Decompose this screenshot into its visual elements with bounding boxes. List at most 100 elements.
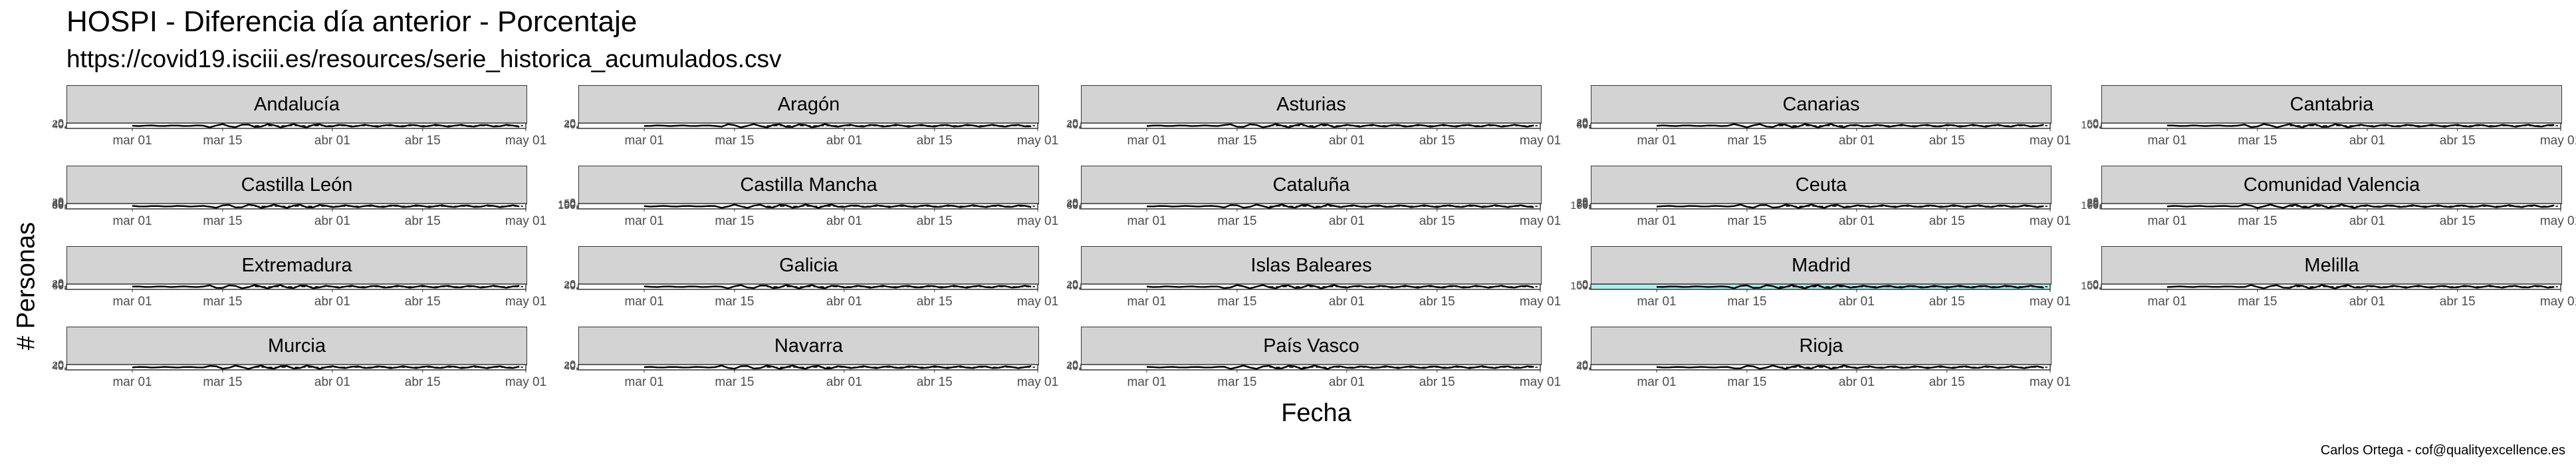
facet-panel: Andalucía 40 20 0 mar 01 mar 15 abr 01 abr 15 ma… (52, 85, 546, 158)
facet-panel: Madrid 100 50 0 mar 01 mar 15 abr 01 abr 15 may … (1570, 246, 2071, 319)
x-tick-label: mar 01 (1127, 295, 1166, 309)
x-tick-label: may 01 (1520, 375, 1561, 389)
x-tick-label: abr 01 (1329, 214, 1365, 228)
series-line (1146, 365, 1534, 370)
facet-strip: Navarra (578, 327, 1039, 365)
facet-label: Cataluña (1272, 174, 1350, 196)
x-tick-label: mar 01 (1127, 375, 1166, 389)
series-line (2166, 284, 2555, 289)
y-tick-label: 20 (1576, 118, 1588, 129)
y-tick-label: 40 (564, 361, 576, 373)
facet-panel: Navarra 40 20 0 mar 01 mar 15 abr 01 abr 15 may … (564, 327, 1058, 400)
y-tick-label: 100 (1570, 200, 1588, 212)
y-tick-label: 20 (1066, 119, 1078, 130)
y-tick-label: 100 (2081, 120, 2099, 131)
x-tick-label: mar 15 (2238, 134, 2277, 148)
facet-label: Castilla León (241, 174, 353, 196)
y-tick-label: 0 (58, 196, 64, 208)
x-tick-label: mar 15 (1727, 295, 1766, 309)
y-tick-label: 60 (52, 200, 64, 211)
y-tick-label: 20 (1066, 198, 1078, 210)
x-tick-label: may 01 (2030, 214, 2071, 228)
facet-strip: Castilla Mancha (578, 166, 1039, 204)
x-tick-label: abr 01 (1329, 295, 1365, 309)
y-tick-label: 0 (570, 359, 576, 371)
x-tick-label: mar 01 (1637, 214, 1676, 228)
x-tick-label: may 01 (2030, 134, 2071, 148)
x-tick-label: may 01 (505, 375, 546, 389)
x-tick-label: mar 01 (1127, 214, 1166, 228)
x-tick-label: may 01 (1017, 214, 1058, 228)
facet-panel: Canarias 60 40 20 0 mar 01 mar 15 abr 01 abr 15 m… (1576, 85, 2071, 158)
x-tick-label: abr 01 (826, 375, 862, 389)
y-tick-label: 0 (570, 118, 576, 129)
facet-strip: Madrid (1591, 246, 2051, 285)
facet-panel: Cantabria 100 50 0 mar 01 mar 15 abr 01 abr 15 m… (2081, 85, 2576, 158)
x-tick-label: mar 01 (624, 134, 663, 148)
series-line (1147, 204, 1534, 209)
x-tick-label: abr 01 (2349, 134, 2385, 148)
y-tick-label: 20 (1066, 361, 1078, 372)
y-tick-label: 50 (2087, 198, 2099, 210)
y-tick-label: 20 (52, 119, 64, 130)
x-tick-label: abr 01 (314, 214, 350, 228)
y-tick-label: 20 (1066, 280, 1078, 291)
y-tick-label: 60 (1576, 120, 1588, 131)
facet-strip: Rioja (1591, 327, 2051, 365)
x-tick-label: mar 15 (1727, 214, 1766, 228)
facet-strip: Comunidad Valencia (2101, 166, 2562, 204)
facet-label: Islas Baleares (1250, 255, 1372, 276)
x-tick-label: abr 01 (314, 295, 350, 309)
x-tick-label: abr 15 (2440, 134, 2476, 148)
x-tick-label: abr 01 (314, 134, 350, 148)
y-tick-label: 60 (1066, 200, 1078, 212)
x-tick-label: abr 15 (405, 295, 441, 309)
facet-label: Navarra (774, 335, 844, 357)
chart-subtitle: https://covid19.isciii.es/resources/seri… (66, 45, 782, 73)
x-tick-label: may 01 (505, 295, 546, 309)
series-line (132, 365, 520, 370)
facet-strip: Cataluña (1081, 166, 1542, 204)
facet-strip: Islas Baleares (1081, 246, 1542, 285)
x-tick-label: abr 15 (405, 134, 441, 148)
y-tick-label: 0 (1072, 279, 1078, 290)
series-line (1146, 123, 1534, 128)
y-tick-label: 20 (52, 198, 64, 209)
x-tick-label: abr 15 (917, 214, 953, 228)
y-tick-label: 0 (2093, 118, 2099, 129)
x-tick-label: abr 15 (1929, 134, 1965, 148)
x-tick-label: mar 15 (203, 295, 242, 309)
facet-label: País Vasco (1263, 335, 1359, 357)
y-tick-label: 50 (1576, 280, 1588, 291)
y-tick-label: 100 (558, 200, 576, 211)
series-line (132, 284, 520, 289)
facet-panel: Murcia 40 20 0 mar 01 mar 15 abr 01 abr 15 may 0… (52, 327, 546, 400)
y-tick-label: 150 (558, 200, 576, 212)
x-tick-label: abr 15 (1419, 134, 1455, 148)
x-tick-label: mar 01 (624, 295, 663, 309)
y-tick-label: 40 (1066, 361, 1078, 373)
facet-panel: Castilla León 80 60 40 20 0 mar 01 mar 15 abr 01… (52, 166, 546, 239)
x-tick-label: mar 15 (1217, 214, 1256, 228)
x-tick-label: may 01 (505, 134, 546, 148)
x-tick-label: mar 01 (1637, 375, 1676, 389)
facet-label: Extremadura (241, 255, 352, 276)
x-tick-label: mar 15 (1727, 375, 1766, 389)
facet-strip: Aragón (578, 85, 1039, 124)
x-tick-label: may 01 (1017, 295, 1058, 309)
y-tick-label: 40 (52, 198, 64, 210)
series-line (1656, 284, 2044, 289)
x-tick-label: abr 15 (1929, 295, 1965, 309)
x-tick-label: mar 15 (2238, 295, 2277, 309)
y-axis-label: # Personas (12, 222, 41, 351)
facet-panel: Islas Baleares 40 20 0 mar 01 mar 15 abr 01 abr… (1066, 246, 1561, 319)
y-tick-label: 20 (52, 279, 64, 290)
y-tick-label: 0 (2093, 196, 2099, 208)
x-tick-label: abr 15 (405, 375, 441, 389)
